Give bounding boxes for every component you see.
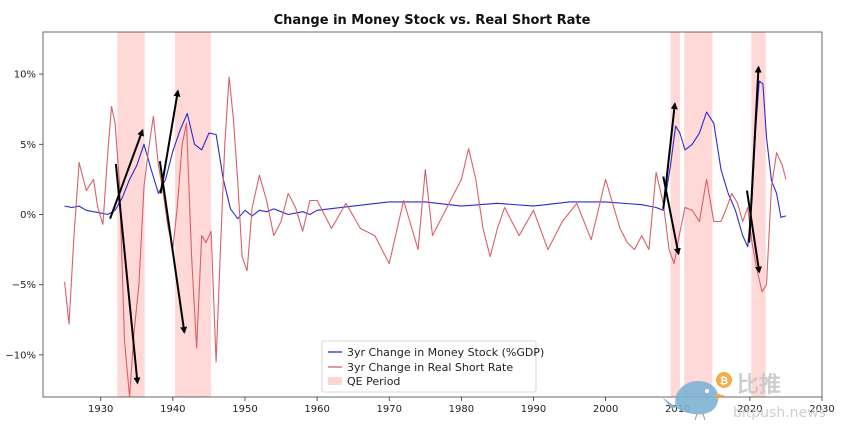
watermark-chinese-text: 比推 bbox=[737, 373, 781, 398]
y-tick-label-10: 10% bbox=[14, 70, 36, 81]
trend-arrow-8 bbox=[745, 190, 762, 274]
qe-band-2 bbox=[174, 32, 212, 397]
trend-arrow-4 bbox=[158, 161, 188, 334]
y-axis: −10% −5% 0% 5% 10% bbox=[5, 70, 43, 361]
series-lines bbox=[64, 76, 787, 397]
watermark-site-text: bitpush.news bbox=[733, 405, 826, 421]
x-tick-label-1970: 1970 bbox=[376, 404, 401, 415]
x-tick-label-1980: 1980 bbox=[449, 404, 474, 415]
svg-text:₿: ₿ bbox=[720, 375, 728, 387]
legend-box bbox=[321, 340, 537, 393]
x-tick-label-1990: 1990 bbox=[521, 404, 546, 415]
series-line-real-rate bbox=[64, 76, 787, 397]
x-tick-label-1960: 1960 bbox=[304, 404, 329, 415]
y-tick-label-0: 0% bbox=[20, 210, 36, 221]
y-tick-label-5: 5% bbox=[20, 140, 36, 151]
trend-arrow-2 bbox=[114, 163, 141, 385]
legend-label-money-stock: 3yr Change in Money Stock (%GDP) bbox=[347, 346, 544, 359]
qe-band-4 bbox=[684, 32, 713, 397]
legend-label-qe: QE Period bbox=[347, 375, 400, 388]
chart-title: Change in Money Stock vs. Real Short Rat… bbox=[274, 13, 591, 28]
trend-arrow-1 bbox=[109, 128, 144, 220]
x-tick-label-2030: 2030 bbox=[809, 404, 834, 415]
legend: 3yr Change in Money Stock (%GDP) 3yr Cha… bbox=[321, 340, 544, 393]
x-tick-label-2010: 2010 bbox=[665, 404, 690, 415]
x-axis: 1930 1940 1950 1960 1970 1980 1990 2000 2010 2020… bbox=[88, 397, 835, 415]
y-tick-label--10: −10% bbox=[5, 350, 36, 361]
qe-band-3 bbox=[670, 32, 680, 397]
x-tick-label-1950: 1950 bbox=[232, 404, 257, 415]
series-line-money-stock bbox=[64, 80, 787, 248]
trend-arrows bbox=[109, 65, 762, 385]
legend-label-real-rate: 3yr Change in Real Short Rate bbox=[347, 361, 513, 374]
x-tick-label-1940: 1940 bbox=[160, 404, 185, 415]
bitcoin-coin-icon: ₿ bbox=[716, 372, 732, 388]
trend-arrow-3 bbox=[159, 89, 181, 194]
qe-band-1 bbox=[117, 32, 145, 397]
bird-logo-icon bbox=[662, 380, 725, 421]
x-tick-label-2000: 2000 bbox=[593, 404, 618, 415]
x-tick-label-1930: 1930 bbox=[88, 404, 113, 415]
trend-arrow-6 bbox=[662, 176, 681, 256]
watermark: ₿ 比推 bitpush.news bbox=[662, 372, 826, 421]
legend-swatch-qe bbox=[328, 377, 342, 385]
x-tick-label-2020: 2020 bbox=[737, 404, 762, 415]
y-tick-label--5: −5% bbox=[12, 280, 36, 291]
